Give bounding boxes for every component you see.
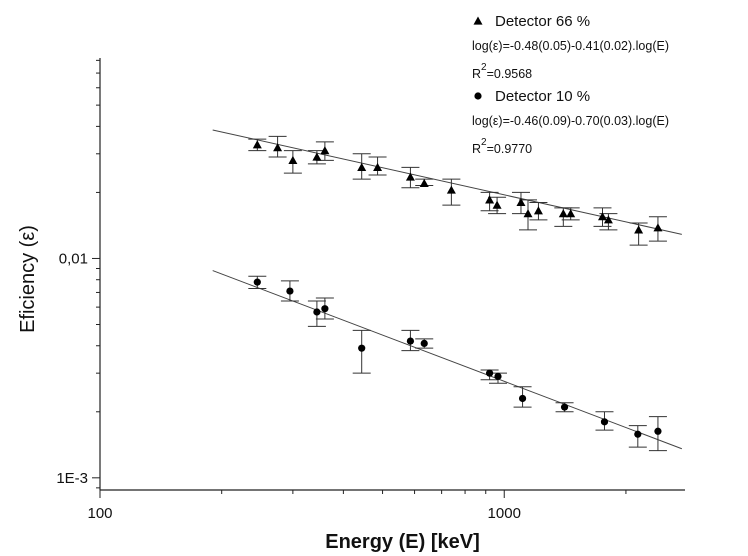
legend-series-2-equation: log(ε)=-0.46(0.09)-0.70(0.03).log(E): [472, 114, 669, 128]
circle-marker: [420, 339, 428, 347]
y-tick-label: 1E-3: [56, 470, 88, 487]
legend-series-1-r2-label: R: [472, 67, 481, 81]
legend-series-2-r2-sup: 2: [481, 137, 487, 148]
fit-line-series-1: [212, 129, 682, 235]
triangle-marker: [516, 197, 526, 207]
legend-series-2-r2: R2=0.9770: [472, 137, 532, 156]
legend-circle-marker: [474, 92, 482, 100]
circle-marker: [634, 430, 642, 438]
legend-triangle-icon: [473, 16, 483, 25]
legend-series-2-r2-value: =0.9770: [487, 142, 533, 156]
circle-marker: [286, 287, 294, 295]
data-points: [252, 140, 663, 438]
triangle-marker: [320, 146, 330, 155]
triangle-marker: [566, 209, 576, 218]
triangle-marker: [273, 143, 283, 152]
circle-marker: [406, 337, 415, 345]
circle-marker: [486, 369, 494, 377]
circle-marker: [253, 278, 261, 286]
triangle-marker: [373, 162, 383, 172]
circle-marker: [600, 418, 609, 426]
legend-series-1-name: Detector 66 %: [495, 13, 590, 30]
circle-marker: [313, 308, 321, 316]
triangle-marker: [603, 215, 613, 224]
triangle-marker: [419, 178, 429, 187]
triangle-marker: [558, 209, 568, 218]
triangle-marker: [653, 223, 663, 232]
legend-series-1-equation: log(ε)=-0.48(0.05)-0.41(0.02).log(E): [472, 39, 669, 53]
legend-series-1-r2: R2=0.9568: [472, 62, 532, 81]
circle-marker: [321, 305, 329, 313]
triangle-marker: [312, 152, 322, 161]
legend: Detector 66 % log(ε)=-0.48(0.05)-0.41(0.…: [472, 13, 669, 156]
axes: [92, 58, 685, 498]
x-axis-title: Energy (E) [keV]: [325, 531, 479, 553]
triangle-marker: [405, 172, 415, 181]
circle-marker: [358, 344, 366, 352]
fit-line-series-2: [212, 270, 683, 450]
y-axis-title: Eficiency (ε): [17, 225, 39, 333]
y-tick-label: 0,01: [59, 250, 88, 267]
triangle-marker: [523, 209, 533, 218]
circle-marker: [518, 394, 527, 403]
circle-marker: [560, 403, 569, 411]
triangle-marker: [252, 140, 262, 149]
error-bars: [248, 135, 667, 452]
triangle-marker: [357, 162, 367, 172]
circle-marker: [494, 372, 502, 380]
circle-marker: [654, 427, 662, 435]
x-tick-label: 1000: [488, 505, 521, 522]
triangle-marker: [446, 185, 456, 194]
legend-series-2-r2-label: R: [472, 142, 481, 156]
triangle-marker: [288, 155, 298, 164]
legend-circle-icon: [474, 92, 482, 100]
legend-series-1-r2-sup: 2: [481, 62, 487, 73]
triangle-marker: [597, 212, 607, 221]
triangle-marker: [492, 200, 502, 209]
fit-lines: [212, 129, 683, 450]
triangle-marker: [634, 225, 644, 234]
legend-series-1-r2-value: =0.9568: [487, 67, 533, 81]
x-tick-label: 100: [87, 505, 112, 522]
legend-series-2-name: Detector 10 %: [495, 88, 590, 105]
axis-labels: 100 1000 0,01 1E-3 Energy (E) [keV] Eficiency…: [17, 225, 521, 553]
triangle-marker: [533, 206, 543, 215]
triangle-marker: [485, 195, 495, 204]
legend-triangle-marker: [473, 16, 483, 25]
